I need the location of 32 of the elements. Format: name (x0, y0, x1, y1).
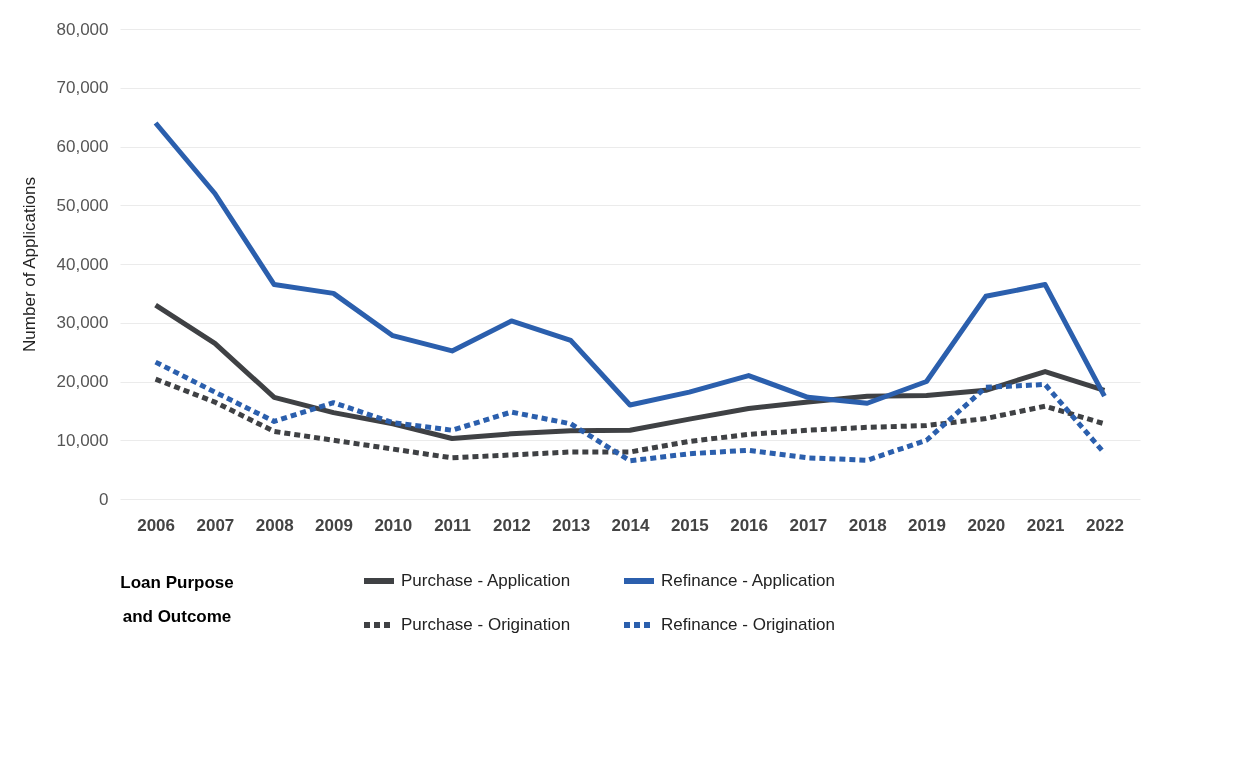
x-tick-label: 2008 (255, 515, 294, 535)
y-tick-label: 70,000 (56, 78, 109, 98)
x-tick-label: 2016 (730, 515, 769, 535)
x-tick-label: 2018 (848, 515, 887, 535)
x-tick-label: 2014 (611, 515, 650, 535)
y-tick-label: 0 (99, 489, 109, 509)
x-tick-label: 2013 (552, 515, 591, 535)
legend-label: Purchase - Application (401, 571, 571, 590)
y-tick-label: 30,000 (56, 313, 109, 333)
y-tick-label: 40,000 (56, 254, 109, 274)
y-tick-label: 60,000 (56, 137, 109, 156)
y-tick-label: 20,000 (56, 372, 109, 391)
x-tick-label: 2011 (434, 515, 472, 535)
legend-label: Refinance - Origination (661, 615, 835, 634)
x-tick-label: 2009 (315, 515, 353, 535)
legend-label: Purchase - Origination (401, 615, 571, 634)
x-tick-label: 2012 (492, 515, 531, 535)
x-tick-label: 2006 (137, 515, 175, 535)
x-tick-label: 2021 (1026, 515, 1065, 535)
legend-label: Refinance - Application (661, 571, 835, 590)
y-tick-label: 50,000 (56, 195, 109, 215)
y-tick-label: 80,000 (56, 19, 109, 39)
x-tick-label: 2017 (789, 515, 828, 535)
x-tick-label: 2022 (1086, 515, 1124, 535)
x-tick-label: 2020 (967, 515, 1006, 535)
x-tick-label: 2007 (196, 515, 235, 535)
y-axis-title: Number of Applications (19, 177, 39, 352)
x-tick-label: 2015 (670, 515, 709, 535)
legend-title: Loan Purpose and Outcome (120, 573, 234, 626)
x-tick-label: 2010 (374, 515, 413, 535)
y-tick-label: 10,000 (56, 430, 109, 450)
x-tick-label: 2019 (908, 515, 946, 535)
